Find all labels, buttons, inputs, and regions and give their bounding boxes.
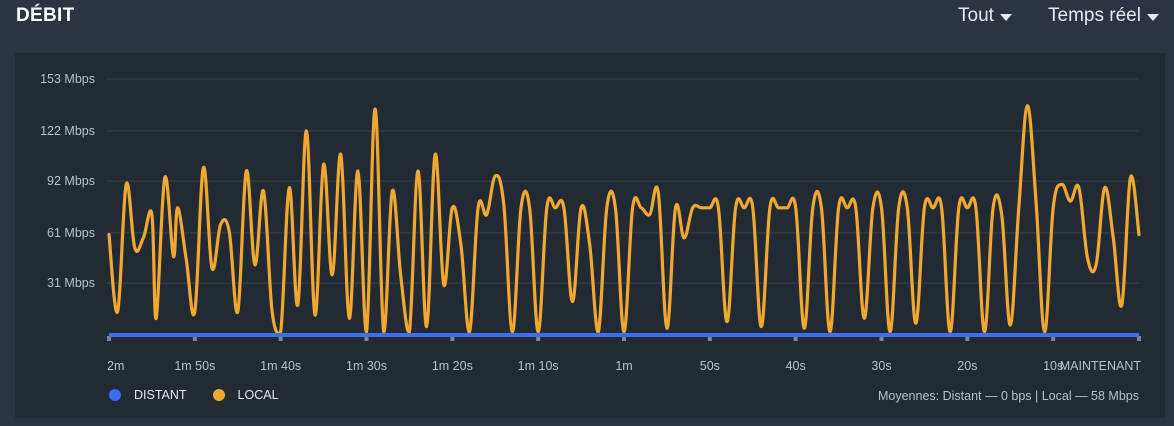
x-tick-mark <box>1051 336 1056 341</box>
caret-down-icon <box>999 13 1012 21</box>
x-tick-label: 1m 10s <box>518 359 559 373</box>
x-tick-mark <box>107 336 111 341</box>
y-tick-label: 153 Mbps <box>40 72 95 86</box>
page-title: DÉBIT <box>16 5 75 26</box>
y-axis: 31 Mbps 61 Mbps 92 Mbps 122 Mbps 153 Mbps <box>40 72 95 290</box>
x-tick-mark <box>793 336 798 341</box>
legend-dot-distant <box>109 389 121 401</box>
x-tick-label: 1m 40s <box>260 359 301 373</box>
x-tick-label: 30s <box>871 359 891 373</box>
grid-layer <box>107 78 1141 341</box>
x-tick-mark <box>707 336 712 341</box>
range-dropdown-label: Tout <box>958 5 994 26</box>
x-tick-label: 1m 50s <box>174 359 215 373</box>
x-tick-mark <box>879 336 884 341</box>
x-tick-label: MAINTENANT <box>1060 359 1142 373</box>
x-tick-mark <box>536 336 541 341</box>
mode-dropdown-label: Temps réel <box>1048 5 1141 26</box>
x-tick-mark <box>450 336 455 341</box>
x-tick-label: 10s <box>1043 359 1063 373</box>
x-axis: 2m 1m 50s 1m 40s 1m 30s 1m 20s 1m 10s 1m 50s 40s… <box>107 359 1141 373</box>
x-tick-mark <box>622 336 626 341</box>
legend-label-local: LOCAL <box>237 388 279 402</box>
throughput-chart: 31 Mbps 61 Mbps 92 Mbps 122 Mbps 153 Mbps 2m… <box>40 72 1141 373</box>
x-tick-mark <box>364 336 369 341</box>
x-tick-mark <box>192 336 197 341</box>
series-layer <box>107 104 1141 337</box>
legend: DISTANT LOCAL <box>109 388 305 402</box>
x-tick-mark <box>1137 336 1141 341</box>
legend-item-local[interactable]: LOCAL <box>212 388 279 402</box>
series-line-local <box>107 104 1141 335</box>
x-tick-label: 40s <box>786 359 806 373</box>
x-tick-label: 1m 20s <box>432 359 473 373</box>
legend-dot-local <box>212 389 225 401</box>
x-tick-label: 20s <box>957 359 977 373</box>
x-tick-label: 50s <box>700 359 720 373</box>
x-tick-label: 2m <box>107 359 124 373</box>
chart-panel: 31 Mbps 61 Mbps 92 Mbps 122 Mbps 153 Mbps 2m… <box>15 53 1165 418</box>
x-tick-label: 1m 30s <box>346 359 387 373</box>
y-tick-label: 122 Mbps <box>40 124 95 138</box>
y-tick-label: 31 Mbps <box>47 276 95 290</box>
y-tick-label: 92 Mbps <box>47 174 95 188</box>
range-dropdown[interactable]: Tout <box>958 5 1012 27</box>
x-tick-mark <box>278 336 283 341</box>
legend-label-distant: DISTANT <box>134 388 187 402</box>
x-tick-label: 1m <box>615 359 632 373</box>
averages-text: Moyennes: Distant — 0 bps | Local — 58 M… <box>877 389 1139 403</box>
mode-dropdown[interactable]: Temps réel <box>1048 5 1159 27</box>
x-tick-mark <box>965 336 970 341</box>
legend-item-distant[interactable]: DISTANT <box>109 388 187 402</box>
header: DÉBIT Tout Temps réel <box>0 0 1174 36</box>
y-tick-label: 61 Mbps <box>47 226 95 240</box>
caret-down-icon <box>1146 13 1159 21</box>
